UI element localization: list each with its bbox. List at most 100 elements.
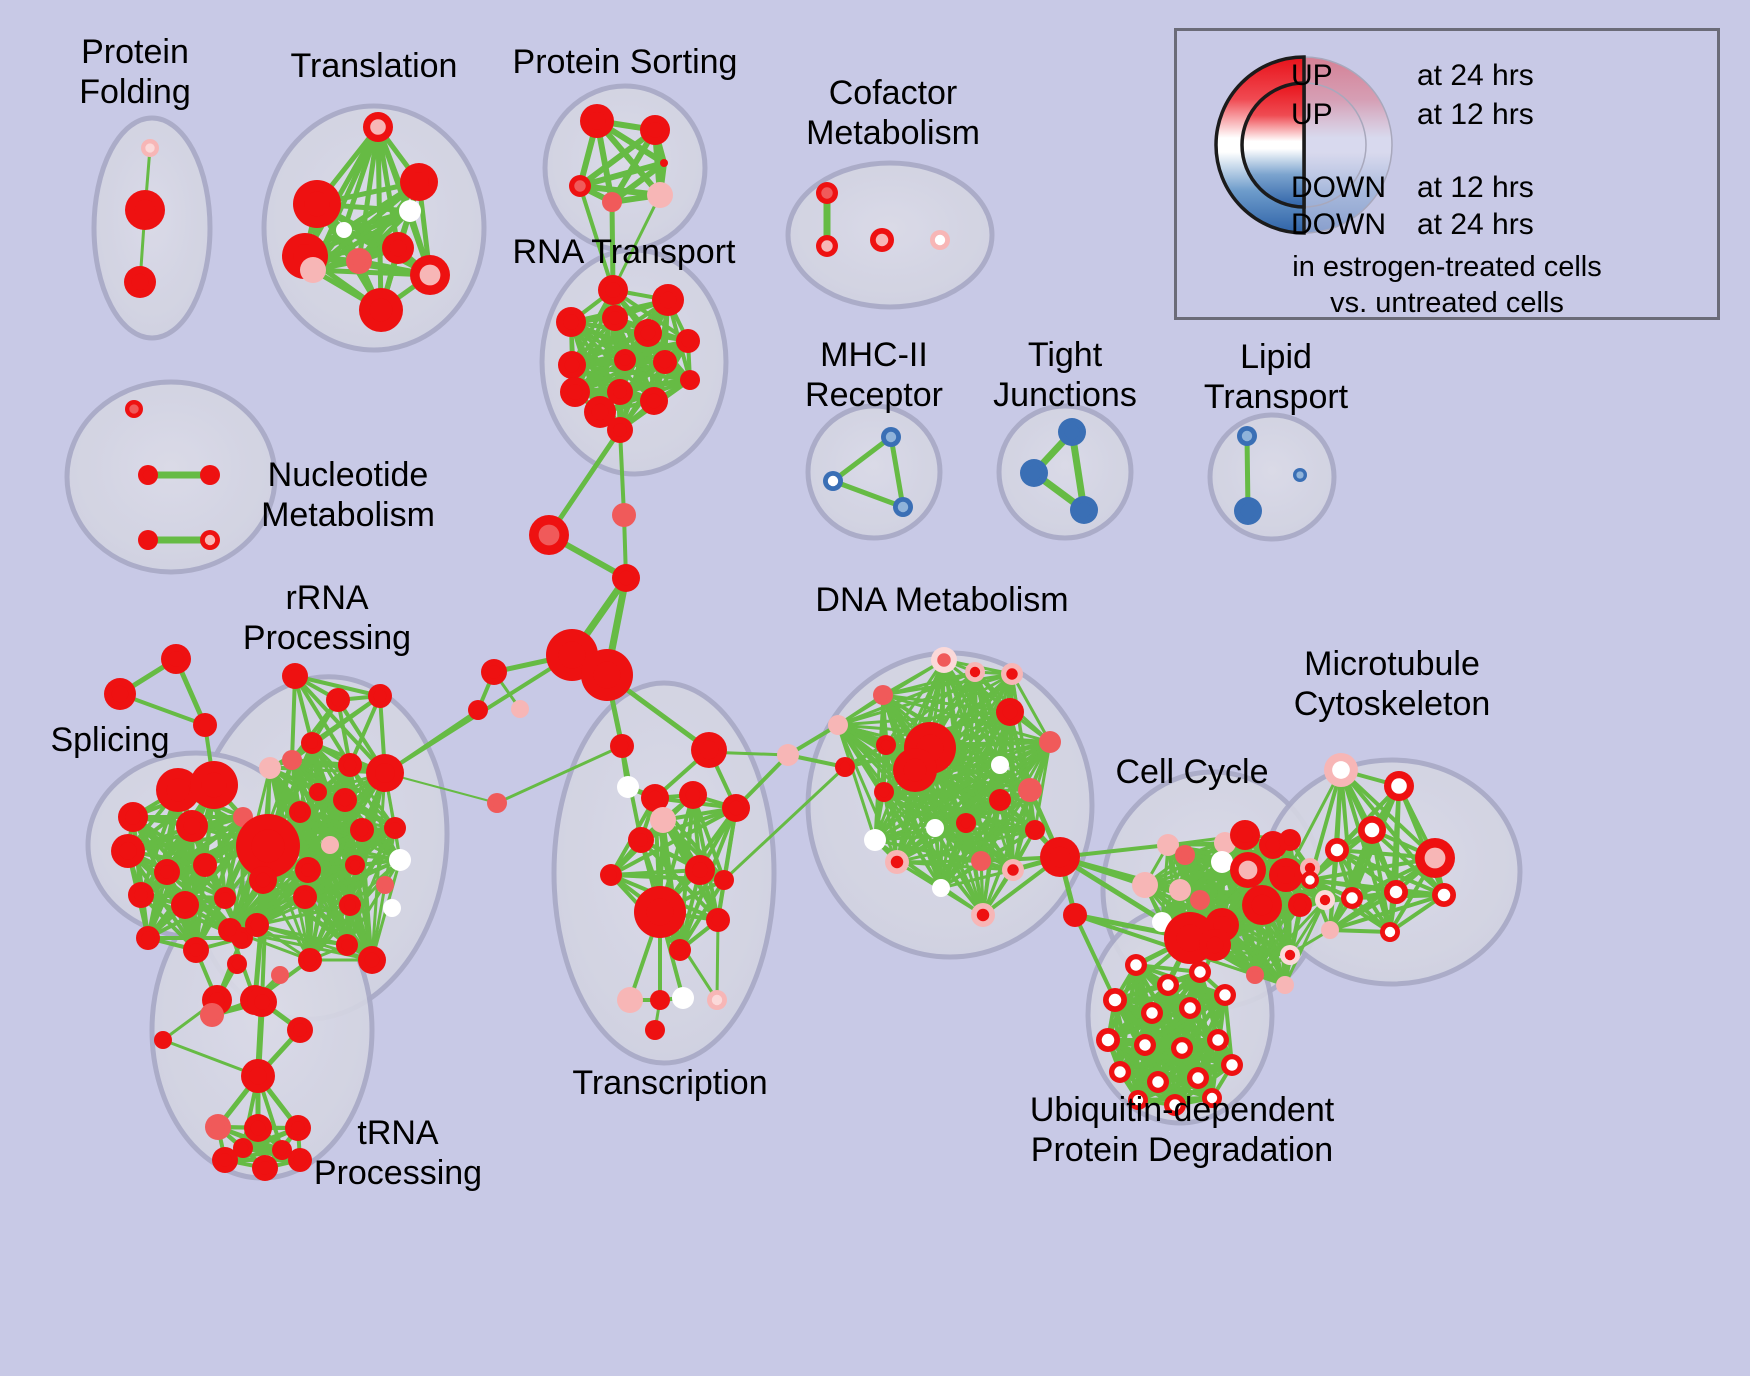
network-node (1157, 974, 1179, 996)
edge (895, 860, 1015, 872)
network-node (293, 180, 341, 228)
edge (1253, 866, 1312, 977)
network-node (241, 1059, 275, 1093)
edge (1058, 855, 1182, 892)
cluster-label-trna-processing: tRNA Processing (313, 1114, 483, 1192)
network-node (617, 987, 643, 1013)
edge (293, 674, 382, 698)
network-node (874, 782, 894, 802)
network-node (1415, 838, 1455, 878)
edge (611, 193, 662, 292)
edge (546, 427, 623, 538)
network-node (971, 903, 995, 927)
network-node (298, 948, 322, 972)
network-node (171, 891, 199, 919)
edge (1335, 848, 1398, 894)
network-node (864, 829, 886, 851)
cluster-label-lipid-transport: Lipid Transport (1203, 338, 1349, 416)
edge (345, 858, 402, 947)
network-node (227, 954, 247, 974)
network-node (893, 497, 913, 517)
network-node (1001, 663, 1023, 685)
network-node (991, 756, 1009, 774)
network-node (289, 801, 311, 823)
edge (609, 160, 667, 205)
network-node (249, 866, 277, 894)
edge (1335, 848, 1446, 897)
network-node (930, 230, 950, 250)
edge (830, 478, 906, 510)
edge (495, 744, 624, 805)
legend-state-3: DOWN (1291, 208, 1386, 241)
network-node (1214, 984, 1236, 1006)
edge (577, 160, 667, 189)
edge (1283, 898, 1327, 987)
cluster-label-cell-cycle: Cell Cycle (1115, 753, 1269, 791)
edge (888, 434, 906, 510)
network-node (125, 400, 143, 418)
edge (873, 710, 1012, 842)
network-node (1293, 468, 1307, 482)
network-node (560, 377, 590, 407)
network-node (193, 713, 217, 737)
edge (1223, 993, 1234, 1067)
edge (370, 826, 397, 962)
edge (328, 843, 402, 862)
network-node (338, 753, 362, 777)
network-node (956, 813, 976, 833)
network-node (410, 255, 450, 295)
network-node (1157, 834, 1179, 856)
network-node (676, 329, 700, 353)
edge (895, 828, 1037, 864)
network-node (828, 715, 848, 735)
network-node (511, 700, 529, 718)
network-node (1288, 893, 1312, 917)
network-node (245, 913, 269, 937)
network-node (707, 990, 727, 1010)
network-node (610, 734, 634, 758)
network-node (926, 819, 944, 837)
cluster-hull-tight-junctions (996, 403, 1134, 541)
edge (1308, 878, 1398, 894)
edge (1106, 993, 1227, 1042)
network-node (607, 379, 633, 405)
network-node (679, 781, 707, 809)
network-node (301, 732, 323, 754)
cluster-label-cofactor-metabolism: Cofactor Metabolism (806, 74, 980, 152)
network-node (672, 987, 694, 1009)
network-node (212, 1147, 238, 1173)
network-node (272, 1140, 292, 1160)
network-node (236, 814, 300, 878)
network-node (183, 937, 209, 963)
edge (873, 763, 1002, 842)
network-node (645, 1020, 665, 1040)
network-node (835, 757, 855, 777)
network-node (321, 836, 339, 854)
edge (884, 670, 977, 747)
network-node (1269, 858, 1303, 892)
cluster-hull-mhc-ii-receptor (805, 403, 943, 541)
network-node (816, 182, 838, 204)
network-node (1175, 845, 1195, 865)
network-node (1280, 945, 1300, 965)
network-node (612, 564, 640, 592)
edge (939, 868, 1015, 890)
nodes-layer (104, 104, 1456, 1181)
cluster-label-splicing: Splicing (50, 721, 170, 759)
edge (573, 360, 667, 394)
edge (1308, 856, 1437, 882)
network-node (1234, 497, 1262, 525)
network-node (118, 802, 148, 832)
network-node (156, 768, 200, 812)
cluster-label-nucleotide-metabolism: Nucleotide Metabolism (261, 456, 435, 534)
network-node (345, 855, 365, 875)
network-node (1189, 961, 1211, 983)
network-node (1230, 820, 1260, 850)
network-node (336, 222, 352, 238)
network-node (1070, 496, 1098, 524)
edge (1160, 843, 1170, 924)
network-node (641, 784, 669, 812)
edge (290, 674, 297, 762)
